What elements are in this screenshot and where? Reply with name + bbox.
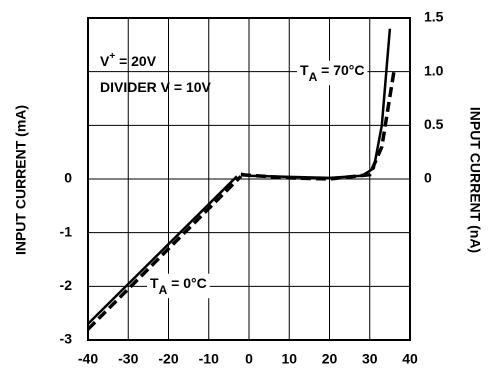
data-line (240, 28, 392, 180)
y-tick-label: 0 (64, 170, 72, 186)
data-line (240, 71, 396, 181)
annotation: TA = 0°C (150, 275, 207, 297)
annotation-part: DIVIDER V = 10V (100, 79, 212, 95)
x-tick-label: 30 (362, 351, 378, 367)
y2-tick-label: 0 (424, 170, 432, 186)
x-tick-label: 10 (281, 351, 297, 367)
x-tick-label: 20 (322, 351, 338, 367)
x-tick-label: -20 (158, 351, 178, 367)
y2-tick-label: 1.0 (424, 62, 444, 78)
plot-frame (87, 17, 411, 341)
y2-tick-label: 0.5 (424, 116, 444, 132)
y-tick-label: -2 (60, 277, 73, 293)
annotation-part: A (159, 283, 168, 297)
y2-tick-label: 1.5 (424, 9, 444, 25)
data-line (87, 175, 238, 325)
annotation-part: = 70°C (317, 62, 364, 78)
annotation-part: T (150, 275, 159, 291)
annotation-background (297, 60, 368, 86)
annotation-background (147, 273, 210, 299)
x-tick-label: 40 (402, 351, 418, 367)
annotation-part: = 20V (115, 53, 157, 69)
annotation: TA = 70°C (300, 62, 364, 84)
annotation-part: T (300, 62, 309, 78)
x-tick-label: -10 (199, 351, 219, 367)
y2-axis-label: INPUT CURRENT (nA) (467, 107, 483, 253)
annotation-part: A (309, 70, 318, 84)
annotation-part: + (109, 51, 115, 62)
y-tick-label: -3 (60, 331, 73, 347)
x-tick-label: 0 (245, 351, 253, 367)
annotation-part: V (100, 53, 110, 69)
annotation: DIVIDER V = 10V (100, 79, 212, 95)
annotation-part: = 0°C (167, 275, 206, 291)
x-tick-label: -40 (78, 351, 98, 367)
annotation: V+ = 20V (100, 51, 157, 69)
x-tick-label: -30 (118, 351, 138, 367)
y-axis-label: INPUT CURRENT (mA) (13, 105, 29, 255)
y-tick-label: -1 (60, 223, 73, 239)
data-line (86, 175, 243, 331)
